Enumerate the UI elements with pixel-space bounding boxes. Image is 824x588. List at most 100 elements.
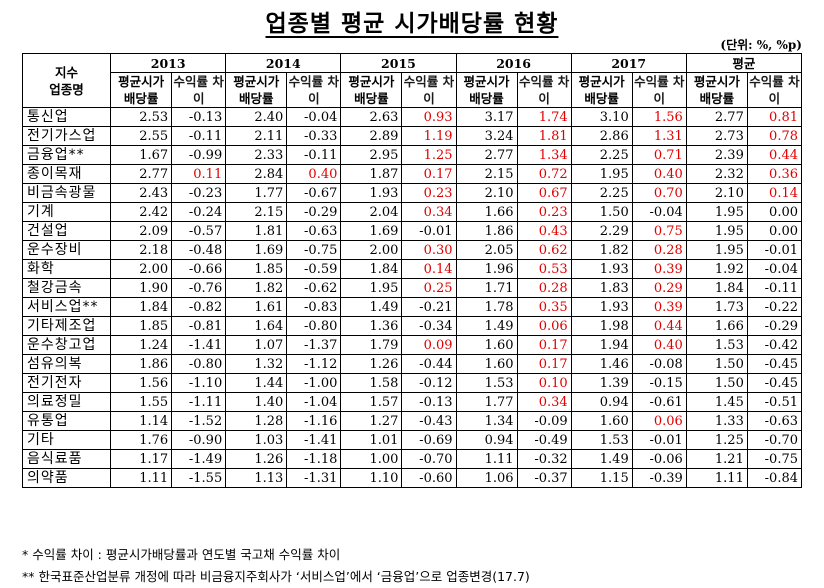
yield-gap-cell: -0.83	[286, 297, 342, 317]
page-title: 업종별 평균 시가배당률 현황	[265, 11, 559, 37]
dividend-yield-cell: 3.24	[455, 126, 518, 146]
dividend-yield-cell: 2.77	[110, 164, 173, 184]
yield-gap-cell: -0.04	[631, 202, 687, 222]
dividend-yield-cell: 2.42	[110, 202, 173, 222]
yield-gap-cell: -0.70	[746, 430, 803, 450]
yield-gap-cell: -0.06	[631, 449, 687, 469]
year-header: 2013	[110, 53, 227, 73]
header-yield-gap: 수익률 차이	[286, 72, 342, 108]
dividend-yield-cell: 1.58	[340, 373, 403, 393]
dividend-yield-cell: 0.94	[455, 430, 518, 450]
dividend-yield-cell: 1.98	[570, 316, 633, 336]
header-dividend-yield: 평균시가 배당률	[685, 72, 748, 108]
dividend-yield-cell: 1.69	[340, 221, 403, 241]
industry-name: 음식료품	[21, 449, 112, 469]
dividend-yield-cell: 1.26	[340, 354, 403, 374]
dividend-yield-cell: 1.53	[685, 335, 748, 355]
yield-gap-cell: -1.00	[286, 373, 342, 393]
dividend-yield-cell: 1.53	[570, 430, 633, 450]
yield-gap-cell: -1.12	[286, 354, 342, 374]
yield-gap-cell: 0.17	[516, 354, 572, 374]
dividend-yield-cell: 2.43	[110, 183, 173, 203]
yield-gap-cell: -0.61	[631, 392, 687, 412]
table-row: 건설업 2.09 -0.57 1.81 -0.63 1.69 -0.01 1.86 0.43 2.…	[21, 221, 803, 241]
year-header: 2017	[570, 53, 687, 73]
dividend-yield-cell: 2.10	[455, 183, 518, 203]
table-row: 의약품 1.11 -1.55 1.13 -1.31 1.10 -0.60 1.06 -0.37 1…	[21, 468, 803, 488]
yield-gap-cell: 0.78	[746, 126, 803, 146]
dividend-yield-cell: 1.33	[685, 411, 748, 431]
table-row: 서비스업** 1.84 -0.82 1.61 -0.83 1.49 -0.21 1.78 0.3…	[21, 297, 803, 317]
yield-gap-cell: -1.16	[286, 411, 342, 431]
dividend-yield-cell: 1.53	[455, 373, 518, 393]
dividend-yield-cell: 1.61	[225, 297, 288, 317]
yield-gap-cell: 1.31	[631, 126, 687, 146]
dividend-yield-cell: 2.00	[340, 240, 403, 260]
yield-gap-cell: -1.52	[171, 411, 227, 431]
header-yield-gap: 수익률 차이	[401, 72, 457, 108]
dividend-yield-cell: 2.15	[225, 202, 288, 222]
table-row: 종이목재 2.77 0.11 2.84 0.40 1.87 0.17 2.15 0.72 1.95…	[21, 164, 803, 184]
header-yield-gap: 수익률 차이	[746, 72, 803, 108]
dividend-yield-cell: 1.24	[110, 335, 173, 355]
yield-gap-cell: -1.41	[171, 335, 227, 355]
dividend-table: 지수 업종명 2013 2014 2015 2016 2017 평균 평균시가 배당률 수익률 차…	[21, 53, 803, 488]
yield-gap-cell: 0.34	[516, 392, 572, 412]
yield-gap-cell: 0.34	[401, 202, 457, 222]
yield-gap-cell: -0.69	[401, 430, 457, 450]
industry-name: 건설업	[21, 221, 112, 241]
yield-gap-cell: -1.37	[286, 335, 342, 355]
industry-name: 의약품	[21, 468, 112, 488]
table-row: 철강금속 1.90 -0.76 1.82 -0.62 1.95 0.25 1.71 0.28 1.…	[21, 278, 803, 298]
table-row: 전기전자 1.56 -1.10 1.44 -1.00 1.58 -0.12 1.53 0.10 1…	[21, 373, 803, 393]
dividend-yield-cell: 1.82	[570, 240, 633, 260]
yield-gap-cell: 0.17	[401, 164, 457, 184]
yield-gap-cell: -0.45	[746, 354, 803, 374]
yield-gap-cell: -0.08	[631, 354, 687, 374]
yield-gap-cell: -0.01	[401, 221, 457, 241]
yield-gap-cell: 0.30	[401, 240, 457, 260]
dividend-yield-cell: 1.87	[340, 164, 403, 184]
table-row: 운수장비 2.18 -0.48 1.69 -0.75 2.00 0.30 2.05 0.62 1.…	[21, 240, 803, 260]
yield-gap-cell: -0.11	[171, 126, 227, 146]
dividend-yield-cell: 1.81	[225, 221, 288, 241]
table-row: 의료정밀 1.55 -1.11 1.40 -1.04 1.57 -0.13 1.77 0.34 0…	[21, 392, 803, 412]
year-header: 2016	[455, 53, 572, 73]
yield-gap-cell: 0.72	[516, 164, 572, 184]
yield-gap-cell: -0.22	[746, 297, 803, 317]
yield-gap-cell: -0.13	[171, 107, 227, 127]
industry-name: 운수창고업	[21, 335, 112, 355]
corner-line-1: 지수	[55, 64, 79, 80]
yield-gap-cell: 1.74	[516, 107, 572, 127]
dividend-yield-cell: 2.53	[110, 107, 173, 127]
industry-name: 전기가스업	[21, 126, 112, 146]
footnotes: * 수익률 차이 : 평균시가배당률과 연도별 국고채 수익률 차이 ** 한국…	[22, 544, 530, 588]
table-row: 음식료품 1.17 -1.49 1.26 -1.18 1.00 -0.70 1.11 -0.32…	[21, 449, 803, 469]
dividend-yield-cell: 2.18	[110, 240, 173, 260]
dividend-yield-cell: 2.84	[225, 164, 288, 184]
yield-gap-cell: 0.00	[746, 202, 803, 222]
dividend-yield-cell: 1.90	[110, 278, 173, 298]
dividend-yield-cell: 1.28	[225, 411, 288, 431]
dividend-yield-cell: 1.11	[110, 468, 173, 488]
industry-name: 서비스업**	[21, 297, 112, 317]
dividend-yield-cell: 2.39	[685, 145, 748, 165]
dividend-yield-cell: 3.17	[455, 107, 518, 127]
dividend-yield-cell: 1.73	[685, 297, 748, 317]
yield-gap-cell: 0.39	[631, 297, 687, 317]
yield-gap-cell: -0.63	[746, 411, 803, 431]
industry-name: 전기전자	[21, 373, 112, 393]
dividend-yield-cell: 1.39	[570, 373, 633, 393]
yield-gap-cell: 1.56	[631, 107, 687, 127]
dividend-yield-cell: 1.77	[455, 392, 518, 412]
yield-gap-cell: 0.23	[401, 183, 457, 203]
yield-gap-cell: 0.44	[631, 316, 687, 336]
dividend-yield-cell: 1.78	[455, 297, 518, 317]
dividend-yield-cell: 1.40	[225, 392, 288, 412]
table-row: 기타 1.76 -0.90 1.03 -1.41 1.01 -0.69 0.94 -0.49 1.…	[21, 430, 803, 450]
yield-gap-cell: -0.49	[516, 430, 572, 450]
yield-gap-cell: -0.21	[401, 297, 457, 317]
dividend-yield-cell: 1.93	[570, 297, 633, 317]
dividend-yield-cell: 2.09	[110, 221, 173, 241]
yield-gap-cell: -1.31	[286, 468, 342, 488]
